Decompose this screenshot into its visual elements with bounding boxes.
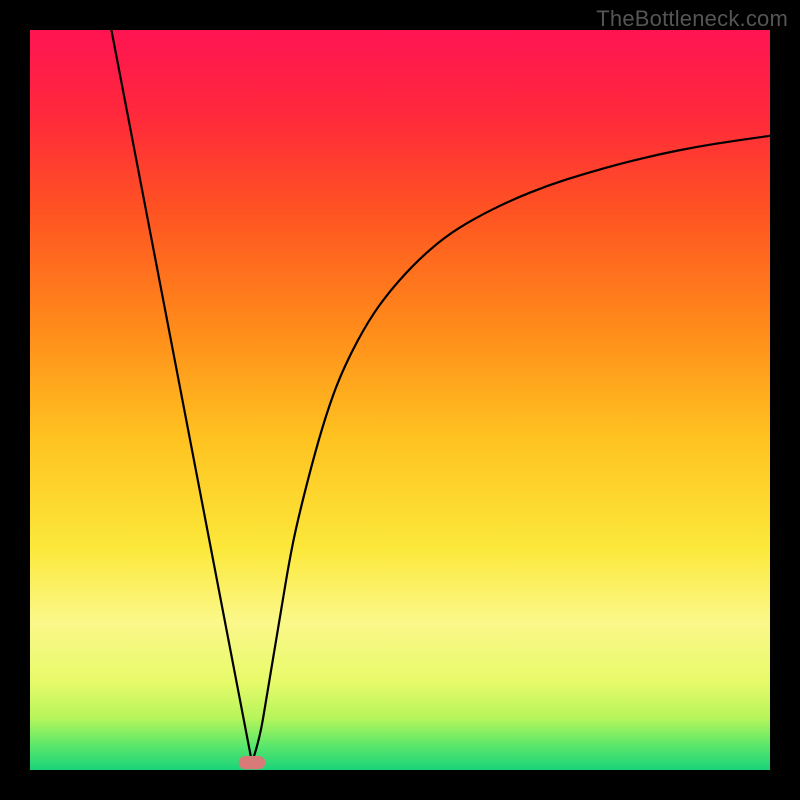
chart-container: { "watermark": { "text": "TheBottleneck.… — [0, 0, 800, 800]
watermark-text: TheBottleneck.com — [596, 6, 788, 32]
minimum-marker — [239, 756, 266, 769]
plot-background — [30, 30, 770, 770]
bottleneck-curve-plot — [0, 0, 800, 800]
